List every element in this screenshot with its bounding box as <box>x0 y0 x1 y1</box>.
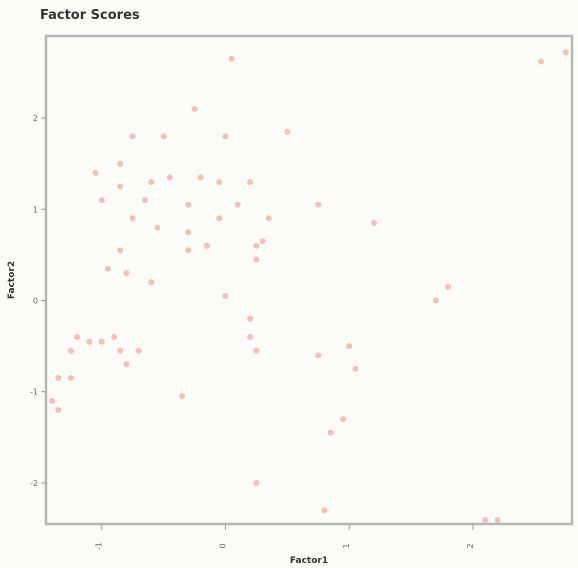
data-point <box>67 347 74 354</box>
data-point <box>340 416 347 423</box>
chart-title: Factor Scores <box>40 8 140 23</box>
x-axis-label: Factor1 <box>290 556 328 566</box>
data-point <box>482 517 489 523</box>
data-point <box>104 265 111 272</box>
x-axis: -1 0 1 2 <box>95 524 475 550</box>
y-axis: -2 -1 0 1 2 <box>30 114 46 488</box>
y-tick-label: -1 <box>30 388 38 397</box>
data-point <box>352 365 359 372</box>
data-point <box>142 197 149 204</box>
data-point <box>265 215 272 222</box>
data-point <box>253 256 260 263</box>
data-point <box>129 215 136 222</box>
data-point <box>160 133 167 140</box>
data-point <box>253 242 260 249</box>
plot-frame <box>44 34 574 526</box>
data-point <box>117 247 124 254</box>
data-point <box>445 283 452 290</box>
data-point <box>432 297 439 304</box>
data-point <box>370 219 377 226</box>
x-tick-label: -1 <box>95 542 104 550</box>
data-point <box>562 49 569 56</box>
x-tick-label: 1 <box>342 543 351 548</box>
data-point <box>203 242 210 249</box>
data-points <box>49 49 569 523</box>
data-point <box>247 178 254 185</box>
data-point <box>73 334 80 341</box>
data-point <box>55 406 62 413</box>
data-point <box>86 338 93 345</box>
data-point <box>494 517 501 523</box>
data-point <box>259 238 266 245</box>
data-point <box>135 347 142 354</box>
data-point <box>117 160 124 167</box>
data-point <box>191 105 198 112</box>
data-point <box>55 375 62 382</box>
data-point <box>216 178 223 185</box>
data-point <box>197 174 204 181</box>
data-point <box>228 55 235 62</box>
data-point <box>315 352 322 359</box>
data-point <box>49 397 56 404</box>
y-tick-label: 2 <box>33 114 38 123</box>
data-point <box>98 197 105 204</box>
data-point <box>247 334 254 341</box>
data-point <box>185 247 192 254</box>
data-point <box>166 174 173 181</box>
data-point <box>253 347 260 354</box>
data-point <box>222 133 229 140</box>
data-point <box>117 183 124 190</box>
y-axis-label: Factor2 <box>7 261 17 299</box>
data-point <box>148 178 155 185</box>
data-point <box>346 343 353 350</box>
data-point <box>247 315 254 322</box>
data-point <box>117 347 124 354</box>
y-tick-label: 0 <box>33 297 38 306</box>
x-tick-label: 2 <box>466 543 475 548</box>
data-point <box>92 169 99 176</box>
data-point <box>253 479 260 486</box>
data-point <box>321 507 328 514</box>
y-tick-label: 1 <box>33 205 38 214</box>
data-point <box>216 215 223 222</box>
data-point <box>148 279 155 286</box>
data-point <box>234 201 241 208</box>
data-point <box>123 361 130 368</box>
data-point <box>315 201 322 208</box>
data-point <box>538 58 545 65</box>
data-point <box>123 270 130 277</box>
data-point <box>154 224 161 231</box>
data-point <box>179 393 186 400</box>
data-point <box>185 229 192 236</box>
data-point <box>284 128 291 135</box>
x-tick-label: 0 <box>218 543 227 548</box>
data-point <box>67 375 74 382</box>
data-point <box>222 292 229 299</box>
data-point <box>98 338 105 345</box>
data-point <box>111 334 118 341</box>
y-tick-label: -2 <box>30 479 38 488</box>
data-point <box>129 133 136 140</box>
data-point <box>327 429 334 436</box>
data-point <box>185 201 192 208</box>
